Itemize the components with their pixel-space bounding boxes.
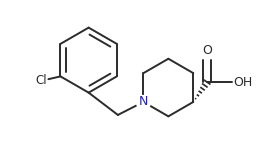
Text: O: O bbox=[202, 44, 212, 57]
Text: N: N bbox=[139, 95, 148, 108]
Text: Cl: Cl bbox=[36, 74, 48, 87]
Text: OH: OH bbox=[234, 76, 253, 89]
